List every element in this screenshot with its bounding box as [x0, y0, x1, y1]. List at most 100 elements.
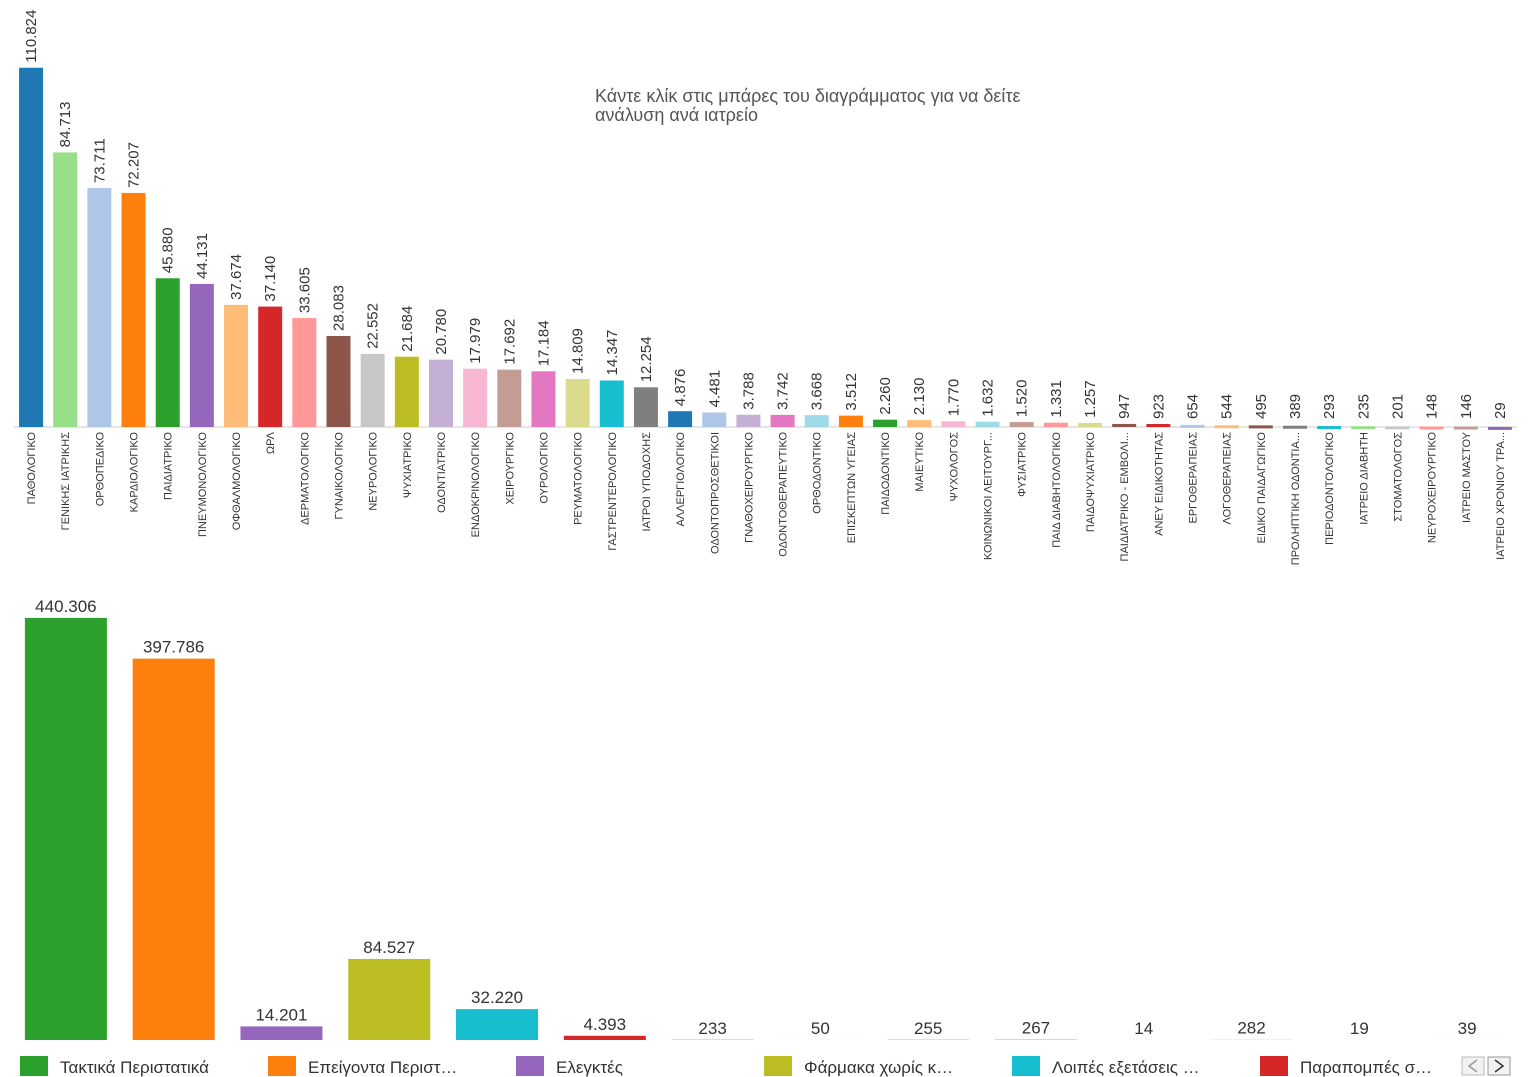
value-label: 282 — [1237, 1019, 1265, 1038]
value-label: 110.824 — [23, 10, 40, 63]
legend-label[interactable]: Ελεγκτές — [556, 1058, 623, 1077]
bar[interactable] — [1453, 426, 1478, 430]
bar[interactable] — [702, 412, 727, 427]
x-tick-label: ΠΑΙΔΙΑΤΡΙΚΟ — [163, 432, 175, 500]
legend-label[interactable]: Φάρμακα χωρίς κ… — [804, 1058, 953, 1077]
x-tick-label: ΣΤΟΜΑΤΟΛΟΓΟΣ — [1392, 432, 1404, 522]
legend-swatch[interactable] — [268, 1056, 296, 1076]
x-tick-label: ΠΑΙΔΙΑΤΡΙΚΟ - ΕΜΒΟΛΙ... — [1119, 432, 1131, 561]
bar[interactable] — [463, 368, 488, 427]
bar[interactable] — [838, 415, 863, 427]
legend-swatch[interactable] — [1260, 1056, 1288, 1076]
bar[interactable] — [1248, 425, 1273, 429]
bar[interactable] — [633, 387, 658, 427]
value-label: 3.668 — [809, 373, 826, 411]
value-label: 73.711 — [91, 138, 108, 183]
x-tick-label: ΟΥΡΟΛΟΓΙΚΟ — [538, 432, 550, 504]
bar[interactable] — [19, 67, 44, 427]
x-tick-label: ΙΑΤΡΕΙΟ ΧΡΟΝΙΟΥ ΤΡΑ... — [1495, 432, 1507, 560]
value-label: 17.979 — [467, 318, 484, 364]
bar[interactable] — [360, 353, 385, 427]
x-tick-label: ΑΝΕΥ ΕΙΔΙΚΟΤΗΤΑΣ — [1153, 432, 1165, 536]
value-label: 3.742 — [775, 372, 792, 410]
value-label: 28.083 — [331, 285, 348, 331]
value-label: 2.130 — [911, 378, 928, 416]
value-label: 440.306 — [35, 597, 96, 616]
value-label: 4.876 — [672, 369, 689, 407]
value-label: 201 — [1389, 394, 1406, 419]
value-label: 267 — [1022, 1019, 1050, 1038]
bar[interactable] — [326, 335, 351, 427]
value-label: 32.220 — [471, 988, 523, 1007]
bar[interactable] — [1282, 425, 1307, 429]
bar[interactable] — [1351, 426, 1376, 430]
legend-label[interactable]: Επείγοντα Περιστ… — [308, 1058, 457, 1077]
bar[interactable] — [873, 419, 898, 427]
bar[interactable] — [1078, 422, 1103, 427]
scroll-left[interactable] — [1461, 1056, 1485, 1076]
x-tick-label: ΛΟΓΟΘΕΡΑΠΕΙΑΣ — [1222, 432, 1234, 525]
bar[interactable] — [941, 421, 966, 427]
bar[interactable] — [394, 356, 419, 427]
bar[interactable] — [1419, 426, 1444, 430]
bar[interactable] — [1214, 425, 1239, 429]
x-tick-label: ΓΕΝΙΚΗΣ ΙΑΤΡΙΚΗΣ — [60, 432, 72, 531]
bar[interactable] — [428, 359, 453, 427]
x-tick-label: ΟΡΘΟΔΟΝΤΙΚΟ — [812, 432, 824, 514]
x-tick-label: ΚΑΡΔΙΟΛΟΓΙΚΟ — [129, 432, 141, 513]
x-tick-label: ΨΥΧΟΛΟΓΟΣ — [948, 432, 960, 502]
legend-label[interactable]: Τακτικά Περιστατικά — [60, 1058, 209, 1077]
value-label: 12.254 — [638, 336, 655, 382]
x-tick-label: ΚΟΙΝΩΝΙΚΟΙ ΛΕΙΤΟΥΡΓ... — [983, 432, 995, 560]
x-tick-label: ΙΑΤΡΕΙΟ ΔΙΑΒΗΤΗ — [1358, 432, 1370, 525]
annotation: Κάντε κλίκ στις μπάρες του διαγράμματος … — [595, 86, 1021, 106]
bar[interactable] — [87, 188, 112, 427]
bar[interactable] — [907, 420, 932, 427]
bar[interactable] — [770, 414, 795, 427]
bar[interactable] — [1385, 426, 1410, 430]
legend-scroll[interactable] — [1461, 1056, 1511, 1076]
bar[interactable] — [1009, 422, 1034, 427]
bar[interactable] — [565, 378, 590, 427]
value-label: 22.552 — [365, 303, 382, 349]
bar — [132, 658, 215, 1040]
bar[interactable] — [121, 192, 146, 427]
legend-label[interactable]: Λοιπές εξετάσεις … — [1052, 1058, 1200, 1077]
legend-swatch[interactable] — [516, 1056, 544, 1076]
bar[interactable] — [975, 421, 1000, 427]
value-label: 17.692 — [501, 319, 518, 365]
value-label: 84.713 — [57, 101, 74, 147]
value-label: 33.605 — [296, 267, 313, 313]
bar[interactable] — [1487, 426, 1512, 430]
bar[interactable] — [292, 318, 317, 427]
value-label: 1.257 — [1082, 380, 1099, 418]
bar[interactable] — [668, 411, 693, 427]
scroll-right[interactable] — [1487, 1056, 1511, 1076]
legend-swatch[interactable] — [1012, 1056, 1040, 1076]
value-label: 146 — [1458, 394, 1475, 419]
bar[interactable] — [1180, 424, 1205, 428]
bar[interactable] — [1112, 423, 1137, 427]
bar[interactable] — [155, 278, 180, 427]
value-label: 44.131 — [194, 233, 211, 279]
value-label: 544 — [1219, 394, 1236, 419]
bar[interactable] — [736, 414, 761, 427]
bar[interactable] — [1317, 426, 1342, 430]
legend-swatch[interactable] — [20, 1056, 48, 1076]
bar[interactable] — [1043, 422, 1068, 427]
bar[interactable] — [599, 380, 624, 427]
bar[interactable] — [224, 304, 249, 427]
bar[interactable] — [497, 369, 522, 427]
bar[interactable] — [1146, 424, 1171, 428]
bar[interactable] — [258, 306, 283, 427]
bar[interactable] — [53, 152, 78, 428]
bar[interactable] — [531, 371, 556, 427]
scroll-right-icon — [1494, 1059, 1505, 1073]
x-tick-label: ΠΝΕΥΜΟΝΟΛΟΓΙΚΟ — [197, 432, 209, 537]
legend-swatch[interactable] — [764, 1056, 792, 1076]
x-tick-label: ΨΥΧΙΑΤΡΙΚΟ — [402, 432, 414, 499]
value-label: 39 — [1458, 1019, 1477, 1038]
bar[interactable] — [189, 283, 214, 427]
bar[interactable] — [804, 415, 829, 427]
legend-label[interactable]: Παραπομπές σ… — [1300, 1058, 1432, 1077]
